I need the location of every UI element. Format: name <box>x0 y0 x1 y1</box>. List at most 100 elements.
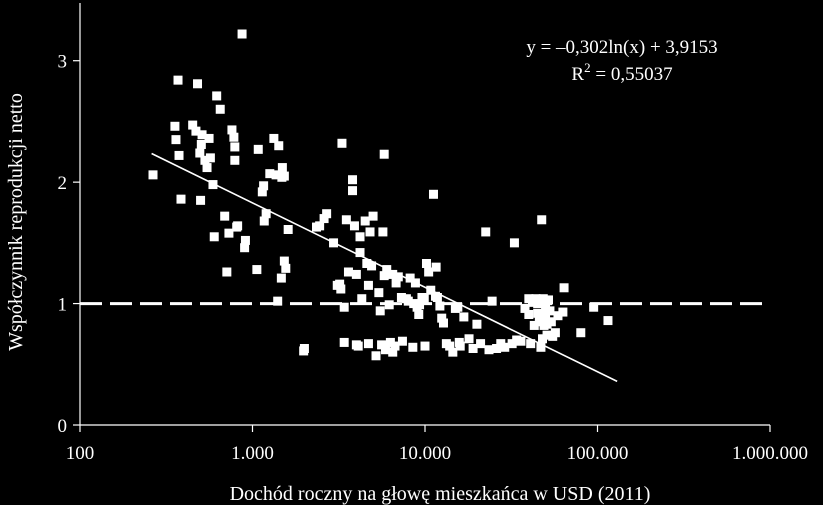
trendline-equation: y = –0,302ln(x) + 3,9153 <box>526 37 717 58</box>
data-point <box>171 135 181 145</box>
data-point <box>322 209 332 219</box>
data-point <box>351 269 361 279</box>
data-point <box>257 187 267 197</box>
data-point <box>355 232 365 242</box>
x-tick-label: 1.000 <box>231 443 274 464</box>
data-point <box>148 170 158 180</box>
data-point <box>544 295 554 305</box>
data-point <box>281 263 291 273</box>
data-point <box>445 341 455 351</box>
data-point <box>537 215 547 225</box>
data-point <box>368 211 378 221</box>
trendline <box>151 152 618 383</box>
data-point <box>170 121 180 131</box>
data-point <box>487 296 497 306</box>
data-point <box>269 133 279 143</box>
data-point <box>468 344 478 353</box>
data-point <box>209 232 219 242</box>
data-point <box>212 91 222 101</box>
data-point <box>224 228 234 238</box>
data-point <box>516 336 526 346</box>
data-point <box>341 215 351 225</box>
data-point <box>277 163 287 173</box>
data-point <box>173 75 183 85</box>
x-tick-label: 100 <box>66 443 95 464</box>
data-point <box>253 144 263 154</box>
data-point <box>476 339 486 349</box>
data-point <box>546 317 556 327</box>
data-points <box>148 29 613 361</box>
data-point <box>348 186 358 196</box>
data-point <box>188 120 198 130</box>
data-point <box>533 308 543 318</box>
x-tick-label: 100.000 <box>567 443 629 464</box>
x-tick-label: 1.000.000 <box>732 443 808 464</box>
data-point <box>414 310 424 319</box>
data-point <box>230 142 240 152</box>
data-point <box>550 328 560 338</box>
r-squared-label: R2 = 0,55037 <box>571 60 672 85</box>
data-point <box>337 138 347 148</box>
data-point <box>382 265 392 275</box>
r-squared-value: = 0,55037 <box>591 64 673 85</box>
data-point <box>526 339 536 349</box>
data-point <box>459 312 469 322</box>
r-squared-exponent: 2 <box>584 60 591 75</box>
data-point <box>363 339 373 349</box>
data-point <box>603 316 613 326</box>
data-point <box>200 155 210 165</box>
data-point <box>299 344 309 353</box>
x-tick-label: 10.000 <box>399 443 451 464</box>
x-axis-ticks: 100 1.000 10.000 100.000 1.000.000 <box>66 425 808 464</box>
data-point <box>240 235 250 245</box>
data-point <box>559 283 569 293</box>
data-point <box>538 334 548 344</box>
data-point <box>448 347 458 357</box>
data-point <box>371 351 381 361</box>
data-point <box>397 336 407 346</box>
data-point <box>529 320 539 330</box>
data-point <box>208 180 218 190</box>
data-point <box>276 273 286 283</box>
data-point <box>405 273 415 283</box>
data-point <box>174 150 184 160</box>
data-point <box>237 29 247 39</box>
data-point <box>252 265 262 275</box>
data-point <box>435 301 445 311</box>
data-point <box>375 306 385 316</box>
data-point <box>202 163 212 173</box>
data-point <box>536 342 546 352</box>
data-point <box>421 259 431 268</box>
data-point <box>507 339 517 349</box>
data-point <box>261 209 271 219</box>
data-point <box>273 296 283 306</box>
data-point <box>265 169 275 179</box>
data-point <box>377 340 387 350</box>
data-point <box>204 133 214 143</box>
data-point <box>355 248 365 258</box>
data-point <box>233 221 243 231</box>
data-point <box>227 125 237 135</box>
data-point <box>348 175 358 185</box>
data-point <box>365 227 375 237</box>
data-point <box>396 293 406 302</box>
data-point <box>531 294 541 304</box>
data-point <box>176 194 186 204</box>
y-tick-label: 1 <box>58 295 68 316</box>
data-point <box>279 256 289 266</box>
data-point <box>196 140 206 149</box>
data-point <box>509 238 519 248</box>
x-axis-title: Dochód roczny na głowę mieszkańca w USD … <box>230 483 651 505</box>
data-point <box>393 272 403 282</box>
data-point <box>353 341 363 351</box>
data-point <box>438 318 448 328</box>
data-point <box>259 181 269 191</box>
data-point <box>319 214 329 224</box>
data-point <box>283 225 293 234</box>
data-point <box>367 261 377 271</box>
data-point <box>259 216 269 226</box>
data-point <box>336 284 346 294</box>
data-point <box>274 141 284 151</box>
y-axis-title: Współczynnik reprodukcji netto <box>5 93 27 351</box>
